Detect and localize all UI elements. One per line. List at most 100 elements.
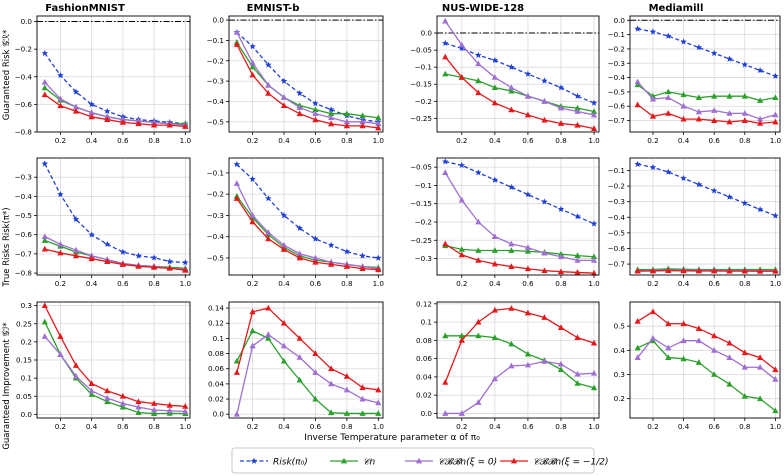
y-tick-label: −0.4 (207, 232, 225, 241)
x-tick-label: 0.2 (456, 279, 467, 288)
data-point (312, 395, 319, 402)
data-point (327, 106, 335, 113)
data-point (508, 106, 515, 113)
data-point (541, 77, 548, 84)
data-point (375, 114, 382, 121)
series-line (637, 84, 776, 102)
data-point (772, 111, 779, 118)
data-point (741, 92, 748, 99)
series-risk (442, 39, 598, 106)
data-point (649, 308, 657, 315)
x-tick-label: 0.8 (555, 422, 567, 431)
data-point (695, 115, 702, 122)
y-tick-label: −0.2 (415, 217, 432, 226)
data-point (710, 49, 718, 56)
data-point (328, 110, 335, 117)
x-tick-label: 0.6 (708, 279, 720, 288)
y-tick-label: 0.25 (16, 319, 32, 328)
data-point (590, 253, 598, 260)
x-tick-label: 0.8 (555, 136, 567, 145)
data-point (590, 339, 598, 346)
data-point (574, 121, 581, 128)
data-point (41, 49, 49, 57)
data-point (280, 102, 288, 108)
data-point (491, 176, 499, 183)
data-point (665, 94, 672, 101)
y-tick-label: 0.1 (21, 374, 32, 383)
y-tick-label: 0.0 (421, 29, 433, 38)
data-point (458, 332, 465, 339)
series-line (236, 329, 379, 415)
x-tick-label: 0.8 (555, 279, 567, 288)
data-point (458, 45, 466, 52)
data-point (150, 254, 158, 261)
y-tick-label: −0.05 (410, 46, 432, 55)
data-point (359, 118, 366, 125)
series-cbb0 (442, 17, 598, 118)
data-point (265, 81, 272, 88)
data-point (280, 342, 288, 349)
legend-label: Risk(π₀) (273, 458, 308, 468)
y-tick-label: −0.4 (15, 72, 33, 81)
legend-item-cbbh: 𝒞𝓑𝓑n(ξ = −1/2) (500, 458, 608, 468)
data-point (590, 111, 598, 118)
y-tick-label: −0.3 (207, 211, 224, 220)
data-point (41, 78, 48, 85)
data-point (458, 251, 465, 258)
series-cbbh (442, 53, 598, 131)
data-point (233, 369, 240, 375)
data-point (182, 123, 189, 129)
data-point (182, 259, 189, 266)
data-point (57, 102, 64, 109)
x-tick-label: 0.4 (678, 422, 690, 431)
data-point (72, 88, 80, 95)
data-point (726, 267, 733, 274)
series-line (445, 360, 595, 415)
y-tick-label: −0.2 (207, 190, 224, 199)
x-tick-label: 0.2 (247, 136, 258, 145)
data-point (726, 55, 733, 62)
data-point (634, 78, 641, 85)
data-point (541, 358, 548, 364)
x-tick-label: 0.4 (678, 279, 690, 288)
series-cn (442, 332, 598, 391)
data-point (280, 246, 288, 252)
data-point (574, 257, 581, 263)
y-tick-label: −0.1 (415, 63, 432, 72)
data-point (726, 110, 733, 116)
data-point (680, 267, 687, 274)
data-point (665, 320, 672, 327)
x-tick-label: 0.4 (678, 136, 690, 145)
y-tick-label: −0.3 (207, 77, 224, 86)
y-tick-label: −0.8 (15, 269, 33, 278)
data-point (508, 305, 515, 311)
x-tick-label: 0.6 (117, 422, 129, 431)
panel-0-0: 0.2 0.4 0.6 0.8 1.0 0.0 −0.2 −0.4 −0.6 −0.8 (15, 15, 191, 145)
data-point (491, 233, 498, 240)
data-point (458, 246, 465, 252)
y-tick-label: −0.5 (608, 228, 625, 237)
data-point (665, 344, 672, 351)
data-point (741, 199, 749, 206)
plot-area (37, 158, 190, 275)
data-point (680, 115, 687, 122)
data-point (375, 120, 382, 127)
series-line (236, 183, 379, 270)
data-point (557, 205, 565, 212)
data-point (182, 408, 189, 414)
data-point (233, 410, 240, 417)
data-point (634, 25, 641, 32)
data-point (359, 122, 366, 129)
x-tick-label: 0.8 (739, 422, 751, 431)
data-point (343, 263, 350, 269)
data-point (726, 193, 733, 200)
data-point (757, 267, 764, 274)
x-tick-label: 0.4 (86, 136, 98, 145)
data-point (695, 181, 703, 188)
y-tick-label: −0.3 (415, 254, 432, 263)
data-point (634, 160, 641, 167)
data-point (726, 380, 733, 387)
data-point (343, 248, 351, 255)
x-tick-label: 0.6 (522, 279, 534, 288)
data-point (119, 248, 127, 255)
